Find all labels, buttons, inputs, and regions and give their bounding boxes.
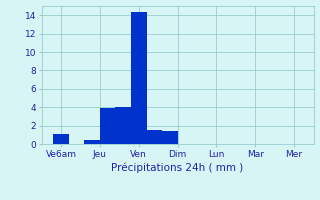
Bar	[100, 108, 116, 144]
Bar	[84, 140, 100, 144]
Bar	[147, 130, 162, 144]
X-axis label: Précipitations 24h ( mm ): Précipitations 24h ( mm )	[111, 163, 244, 173]
Bar	[116, 107, 131, 144]
Bar	[131, 12, 147, 144]
Bar	[53, 134, 69, 144]
Bar	[162, 131, 178, 144]
